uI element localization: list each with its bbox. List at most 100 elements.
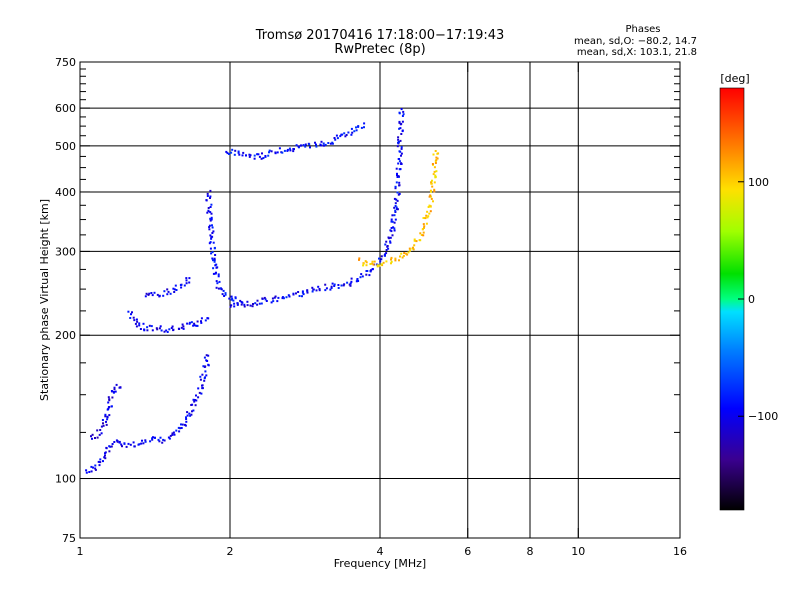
data-point xyxy=(432,173,435,176)
data-point xyxy=(281,296,284,299)
data-point xyxy=(204,370,207,373)
data-point xyxy=(106,415,109,418)
data-point xyxy=(335,134,338,137)
data-point xyxy=(246,300,249,303)
data-point xyxy=(209,217,212,220)
data-point xyxy=(333,137,336,139)
data-point xyxy=(306,291,309,294)
data-point xyxy=(394,187,397,190)
data-point xyxy=(209,211,212,214)
data-point xyxy=(170,327,173,329)
data-point xyxy=(96,429,99,432)
data-point xyxy=(350,127,353,130)
data-point xyxy=(193,324,196,327)
data-point xyxy=(390,220,393,223)
data-point xyxy=(264,298,267,301)
data-point xyxy=(323,144,325,147)
data-point xyxy=(207,354,210,357)
data-point xyxy=(157,438,160,441)
data-point xyxy=(433,166,436,169)
x-tick-label: 8 xyxy=(527,545,534,558)
data-point xyxy=(342,284,345,287)
data-point xyxy=(257,153,260,156)
series-f-layer-x-trace xyxy=(358,150,440,268)
data-point xyxy=(373,260,376,263)
data-point xyxy=(245,154,247,157)
data-point xyxy=(246,304,249,307)
data-point xyxy=(208,226,211,229)
data-point xyxy=(171,325,174,328)
data-point xyxy=(185,277,188,280)
data-point xyxy=(386,245,389,248)
data-point xyxy=(205,354,208,357)
data-point xyxy=(320,144,323,147)
data-point xyxy=(180,423,182,426)
data-point xyxy=(427,206,430,208)
data-point xyxy=(401,120,404,123)
data-point xyxy=(224,292,227,295)
phases-title: Phases xyxy=(625,24,660,35)
data-point xyxy=(395,206,398,209)
data-point xyxy=(292,150,295,153)
data-point xyxy=(359,276,362,279)
data-point xyxy=(213,257,216,260)
data-point xyxy=(292,293,295,296)
data-point xyxy=(206,195,209,197)
data-point xyxy=(276,300,279,303)
data-point xyxy=(131,311,133,314)
data-point xyxy=(185,279,188,282)
data-point xyxy=(91,437,93,440)
data-point xyxy=(356,278,359,281)
data-point xyxy=(258,155,261,158)
data-point xyxy=(322,142,325,145)
data-point xyxy=(357,280,360,282)
data-point xyxy=(106,418,109,421)
data-point xyxy=(151,329,154,332)
data-point xyxy=(108,414,111,417)
data-point xyxy=(206,360,209,362)
data-point xyxy=(350,280,353,283)
data-point xyxy=(141,439,143,442)
data-point xyxy=(268,149,271,152)
data-point xyxy=(330,285,333,288)
data-point xyxy=(103,456,106,459)
data-point xyxy=(168,437,171,440)
data-point xyxy=(249,154,252,157)
data-point xyxy=(210,218,213,221)
data-point xyxy=(236,303,239,306)
data-point xyxy=(432,200,434,203)
data-point xyxy=(135,325,138,328)
data-point xyxy=(100,425,103,428)
data-point xyxy=(390,260,393,263)
data-point xyxy=(360,273,363,276)
data-point xyxy=(349,284,352,287)
data-point xyxy=(106,408,109,411)
data-point xyxy=(225,150,228,153)
data-point xyxy=(396,145,399,148)
data-point xyxy=(263,296,266,299)
data-point xyxy=(209,195,212,198)
data-point xyxy=(350,277,353,280)
data-point xyxy=(276,151,279,154)
data-point xyxy=(315,145,318,148)
data-point xyxy=(331,142,334,145)
data-point xyxy=(138,443,141,446)
data-point xyxy=(220,288,223,291)
data-point xyxy=(149,440,152,443)
data-point xyxy=(429,189,432,192)
data-point xyxy=(148,324,151,327)
data-point xyxy=(205,199,208,202)
data-point xyxy=(362,264,365,267)
data-point xyxy=(262,157,265,160)
data-point xyxy=(211,226,214,229)
data-point xyxy=(169,292,172,295)
data-point xyxy=(193,322,196,325)
data-point xyxy=(166,288,169,291)
data-point xyxy=(256,153,259,156)
data-point xyxy=(214,254,217,256)
data-point xyxy=(389,229,392,232)
data-point xyxy=(142,322,145,325)
data-point xyxy=(200,321,203,324)
data-point xyxy=(109,445,112,448)
data-point xyxy=(101,419,104,421)
